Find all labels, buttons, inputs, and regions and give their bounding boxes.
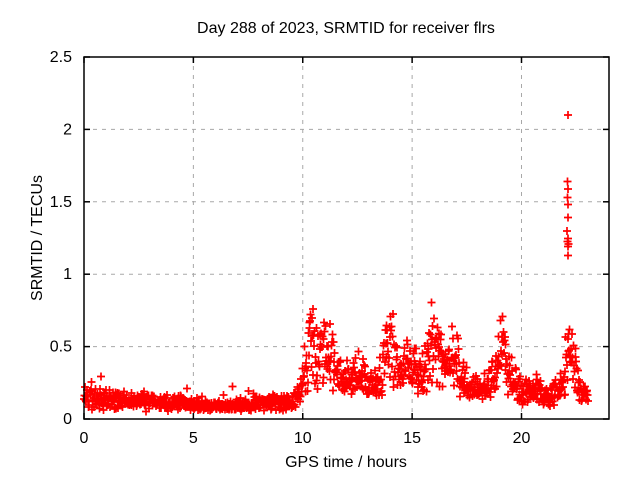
y-tick-label: 0	[63, 411, 72, 428]
x-tick-labels: 0 5 10 15 20	[80, 430, 531, 447]
y-tick-label: 2.5	[50, 49, 72, 66]
x-tick-label: 20	[513, 430, 531, 447]
x-tick-label: 15	[403, 430, 421, 447]
plot-border	[83, 56, 610, 420]
x-axis-label: GPS time / hours	[285, 454, 407, 471]
data-points	[80, 111, 592, 416]
x-tick-label: 0	[80, 430, 89, 447]
y-tick-label: 1	[63, 266, 72, 283]
plot-frame	[83, 56, 610, 420]
y-tick-label: 0.5	[50, 339, 72, 356]
y-tick-label: 2	[63, 121, 72, 138]
grid-lines	[84, 57, 609, 419]
scatter-markers	[80, 111, 592, 416]
y-tick-label: 1.5	[50, 194, 72, 211]
x-tick-label: 5	[189, 430, 198, 447]
axis-ticks	[83, 56, 609, 420]
x-tick-label: 10	[294, 430, 312, 447]
chart-title: Day 288 of 2023, SRMTID for receiver flr…	[197, 20, 495, 37]
y-axis-label: SRMTID / TECUs	[29, 175, 46, 301]
y-tick-labels: 0 0.5 1 1.5 2 2.5	[50, 49, 72, 428]
